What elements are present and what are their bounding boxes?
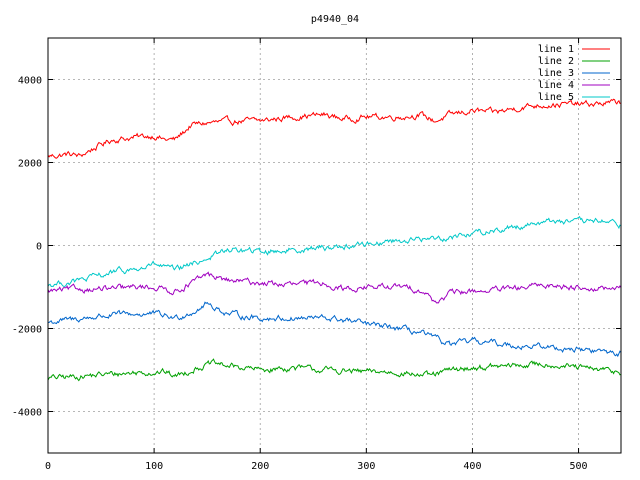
chart-title: p4940_04 [311,14,359,25]
y-tick-label: -2000 [12,325,42,336]
x-tick-label: 200 [251,461,269,472]
series-line-2 [47,358,622,382]
x-tick-label: 400 [463,461,481,472]
legend-label-5: line 5 [538,92,574,103]
y-tick-label: 0 [36,242,42,253]
legend-label-4: line 4 [538,80,574,91]
legend-label-3: line 3 [538,68,574,79]
legend-label-1: line 1 [538,44,574,55]
y-tick-label: -4000 [12,408,42,419]
legend-label-2: line 2 [538,56,574,67]
series-line-3 [47,301,622,358]
series-line-4 [47,271,622,304]
series-line-5 [47,215,622,288]
y-tick-label: 2000 [18,159,42,170]
x-tick-label: 500 [570,461,588,472]
series-line-1 [47,98,622,159]
y-tick-label: 4000 [18,76,42,87]
x-tick-label: 100 [145,461,163,472]
x-tick-label: 0 [45,461,51,472]
series-layer [47,98,622,382]
grid-lines [48,38,621,453]
x-tick-label: 300 [357,461,375,472]
axis-ticks: 0 100 200 300 400 500 -4000 -2000 0 2000 4000 [12,38,621,472]
